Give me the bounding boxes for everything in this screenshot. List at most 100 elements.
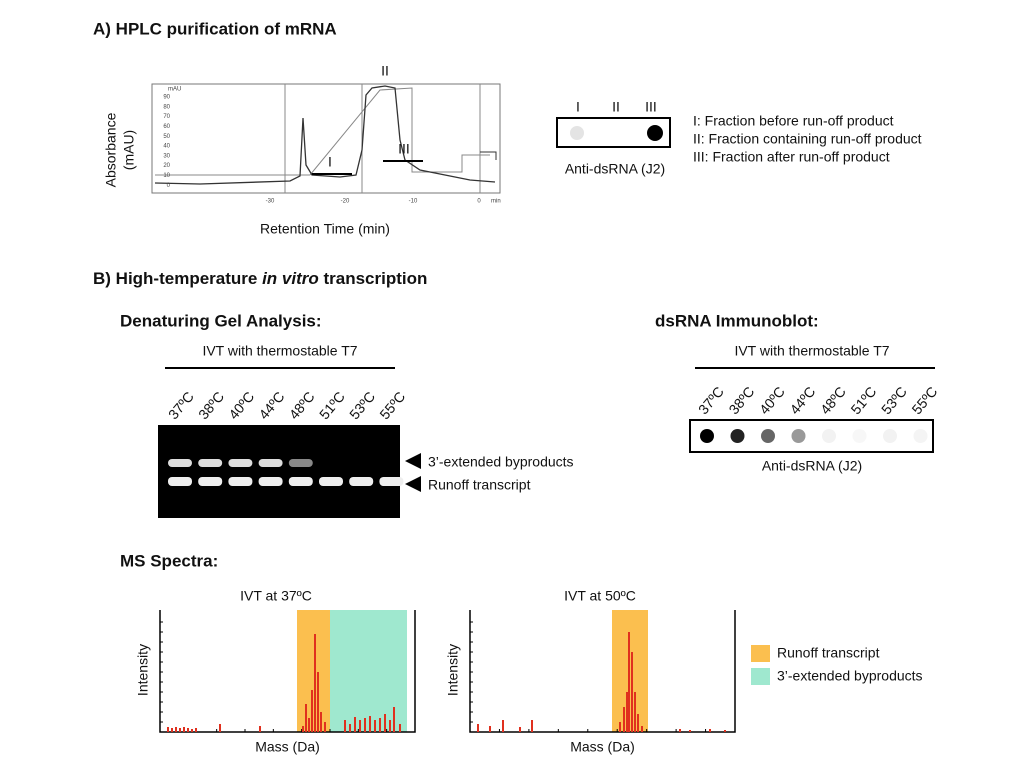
lane-label: 55ºC: [908, 383, 940, 417]
lane-label: 38ºC: [725, 383, 757, 417]
lane-label: 37ºC: [165, 388, 197, 422]
spectrum-title: IVT at 37ºC: [240, 588, 312, 604]
y-tick-label: 40: [163, 144, 170, 150]
fraction-label: I: [328, 154, 332, 170]
unit-label: mAU: [168, 87, 181, 93]
lane-label: I: [576, 99, 580, 115]
lane-label: 44ºC: [255, 388, 287, 422]
y-tick-label: 60: [163, 124, 170, 130]
y-tick-label: 50: [163, 134, 170, 140]
runoff-region: [297, 610, 330, 732]
spectrum-frame: [159, 610, 416, 733]
band: [379, 477, 404, 486]
band: [258, 459, 283, 467]
dot: [761, 429, 775, 443]
band: [228, 459, 253, 467]
x-tick-label: 0: [477, 199, 481, 205]
lane-label: 53ºC: [878, 383, 910, 417]
fraction-label: II: [381, 63, 389, 79]
dot: [647, 125, 663, 141]
band-label: 3’-extended byproducts: [428, 454, 574, 470]
band: [258, 477, 283, 486]
lane-label: 40ºC: [756, 383, 788, 417]
section-title: MS Spectra:: [120, 551, 218, 570]
lane-label: 44ºC: [786, 383, 818, 417]
lane-label: II: [612, 99, 620, 115]
spectrum-title: IVT at 50ºC: [564, 588, 636, 604]
lane-label: 38ºC: [195, 388, 227, 422]
lane-label: 48ºC: [817, 383, 849, 417]
lane-label: 37ºC: [695, 383, 727, 417]
marker: [480, 151, 497, 160]
lane-label: III: [645, 99, 657, 115]
header: IVT with thermostable T7: [734, 343, 889, 359]
band: [319, 477, 343, 486]
fraction-label: III: [398, 141, 410, 157]
dot: [852, 429, 867, 443]
band: [168, 459, 192, 467]
band: [228, 477, 253, 486]
x-label: Mass (Da): [570, 739, 635, 755]
y-tick-label: 30: [163, 153, 170, 159]
x-label: Mass (Da): [255, 739, 320, 755]
dot: [730, 429, 745, 443]
legend-label: I: Fraction before run-off product: [693, 113, 894, 129]
dot: [570, 126, 584, 140]
band: [168, 477, 192, 486]
gel: [158, 425, 400, 518]
y-tick-label: 90: [163, 95, 170, 101]
lane-label: 40ºC: [225, 388, 257, 422]
legend-label: III: Fraction after run-off product: [693, 149, 890, 165]
arrows: [405, 453, 421, 492]
y-label: Intensity: [445, 644, 461, 696]
band: [288, 477, 313, 486]
y-tick-label: 80: [163, 104, 170, 110]
band: [288, 459, 313, 467]
lane-label: 51ºC: [316, 388, 348, 422]
y-tick-label: 10: [163, 173, 170, 179]
band-label: Runoff transcript: [428, 477, 531, 493]
lane-label: 53ºC: [346, 388, 378, 422]
title-part: B) High-temperature: [93, 269, 262, 288]
lane-label: 51ºC: [847, 383, 879, 417]
dot: [700, 429, 714, 443]
y-tick-label: 70: [163, 114, 170, 120]
x-label: Retention Time (min): [260, 221, 390, 237]
lane-label: 55ºC: [376, 388, 408, 422]
x-tick-label: -30: [266, 199, 275, 205]
dot: [822, 429, 836, 443]
byproduct-region: [330, 610, 407, 732]
blot-label: Anti-dsRNA (J2): [762, 458, 862, 474]
y-tick-label: 20: [163, 163, 170, 169]
header: IVT with thermostable T7: [202, 343, 357, 359]
hplc-trace: [151, 83, 501, 194]
band: [349, 477, 374, 486]
legend-swatch: [751, 645, 770, 662]
x-unit: min: [491, 199, 501, 205]
y-label: Absorbance: [103, 112, 119, 187]
legend-label: Runoff transcript: [777, 645, 880, 661]
y-tick-label: 0: [167, 183, 171, 189]
legend-label: 3’-extended byproducts: [777, 668, 923, 684]
section-title: dsRNA Immunoblot:: [655, 311, 819, 330]
x-tick-label: -20: [341, 199, 350, 205]
y-label: (mAU): [121, 130, 137, 170]
title-part: in vitro: [262, 269, 319, 288]
spectrum-frame: [469, 610, 736, 733]
panel-title: B) High-temperature in vitro transcripti…: [93, 269, 427, 288]
dot: [791, 429, 806, 443]
legend-swatch: [751, 668, 770, 685]
panel-title: A) HPLC purification of mRNA: [93, 19, 337, 38]
dot: [883, 429, 897, 443]
section-title: Denaturing Gel Analysis:: [120, 311, 322, 330]
legend-label: II: Fraction containing run-off product: [693, 131, 922, 147]
title-part: transcription: [319, 269, 428, 288]
x-tick-label: -10: [409, 199, 418, 205]
chromatogram: [154, 85, 496, 185]
blot-label: Anti-dsRNA (J2): [565, 161, 665, 177]
band: [198, 459, 223, 467]
gradient: [309, 87, 490, 176]
y-label: Intensity: [135, 644, 151, 696]
